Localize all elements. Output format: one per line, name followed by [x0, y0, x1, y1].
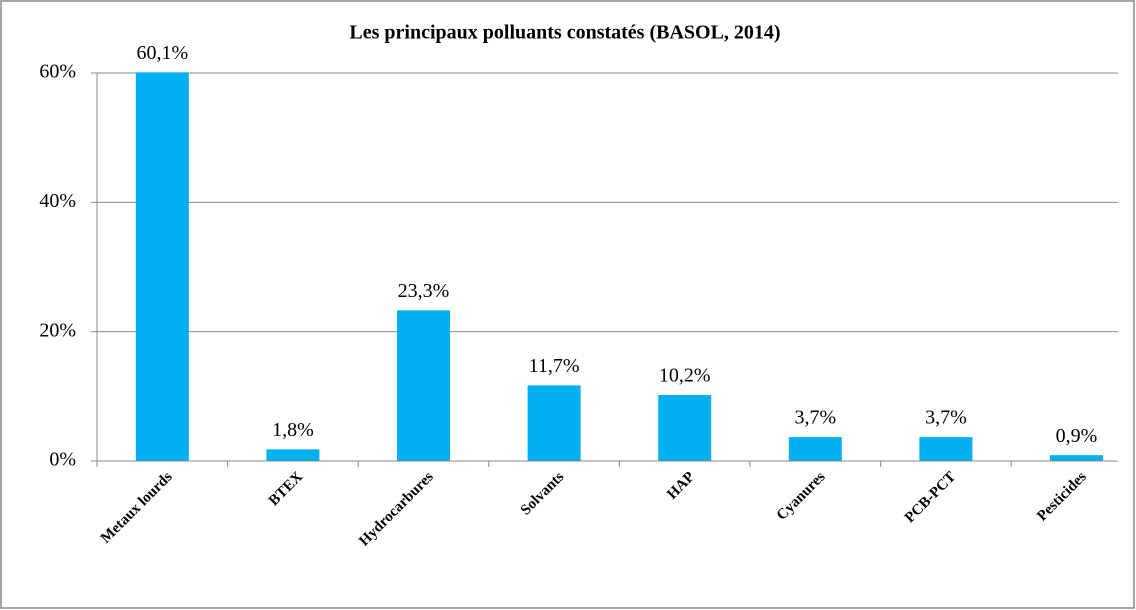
y-tick-label: 20% — [39, 319, 76, 341]
value-label: 60,1% — [136, 42, 188, 64]
value-label: 3,7% — [925, 407, 967, 429]
bar — [527, 385, 581, 461]
value-label: 10,2% — [659, 365, 711, 387]
y-tick-label: 0% — [49, 449, 76, 471]
value-label: 11,7% — [529, 355, 580, 377]
bar — [788, 437, 842, 461]
value-label: 1,8% — [272, 419, 314, 441]
bar — [135, 72, 189, 461]
bar — [1050, 455, 1103, 461]
y-tick-label: 60% — [39, 61, 76, 83]
y-tick-label: 40% — [39, 190, 76, 212]
chart-title: Les principaux polluants constatés (BASO… — [349, 22, 780, 44]
bar — [266, 449, 320, 461]
bar — [397, 310, 450, 461]
bar — [658, 395, 712, 461]
value-label: 23,3% — [398, 280, 450, 302]
value-label: 0,9% — [1056, 425, 1098, 447]
value-label: 3,7% — [794, 407, 836, 429]
bar — [919, 437, 973, 461]
